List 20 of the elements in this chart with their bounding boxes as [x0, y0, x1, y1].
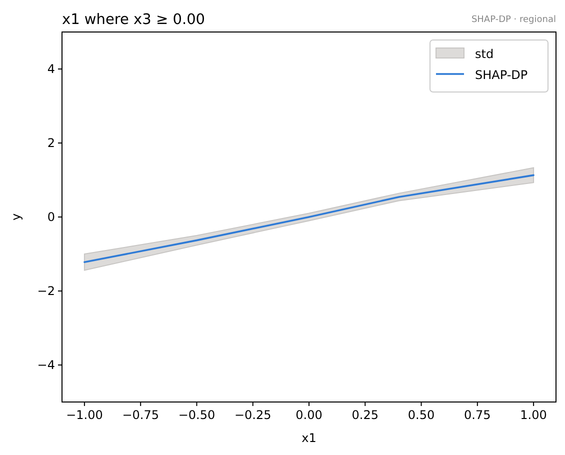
- x-tick-label: 0.25: [352, 408, 378, 422]
- x-tick-label: 0.50: [408, 408, 435, 422]
- x-tick-label: 0.00: [296, 408, 322, 422]
- legend-label: SHAP-DP: [475, 68, 528, 82]
- y-tick-label: 4: [47, 62, 55, 76]
- y-tick-label: 2: [47, 136, 55, 150]
- x-tick-label: −0.75: [122, 408, 159, 422]
- x-tick-label: −1.00: [66, 408, 103, 422]
- x-tick-label: 1.00: [520, 408, 547, 422]
- x-axis-title: x1: [302, 431, 316, 445]
- chart-subtitle: SHAP-DP · regional: [471, 15, 556, 25]
- y-tick-label: −4: [37, 358, 55, 372]
- annotation: std: [475, 47, 494, 61]
- x-tick-label: −0.25: [234, 408, 272, 422]
- y-tick-label: 0: [47, 210, 55, 224]
- x-tick-label: 0.75: [464, 408, 491, 422]
- chart-title: x1 where x3 ≥ 0.00: [62, 12, 206, 28]
- x-tick-label: −0.50: [178, 408, 216, 422]
- y-tick-label: −2: [37, 284, 55, 298]
- y-axis-title: y: [9, 213, 23, 221]
